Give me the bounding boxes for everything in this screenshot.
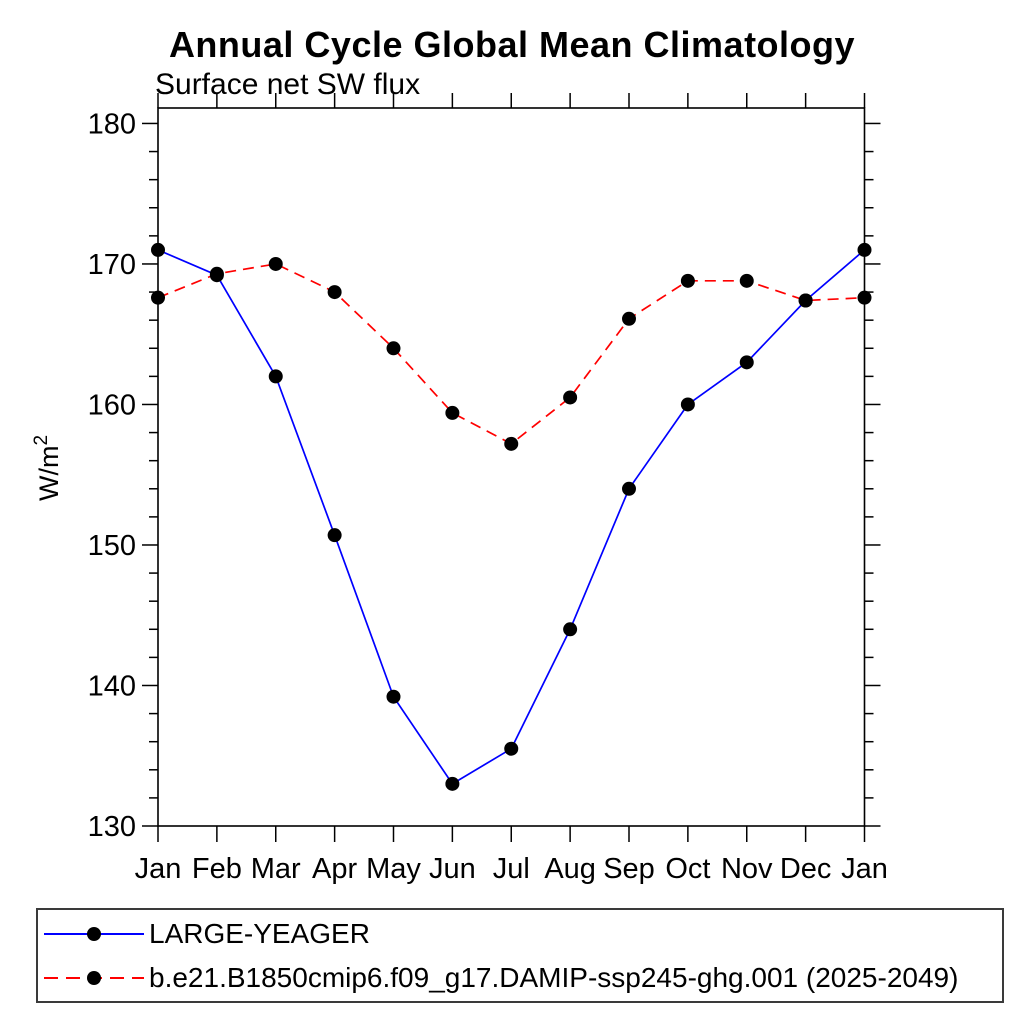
data-point-series1-Jun <box>445 405 460 420</box>
series-line-0 <box>157 249 866 785</box>
x-tick-label: Dec <box>780 853 832 885</box>
x-tick-label: May <box>366 853 421 885</box>
y-tick-label: 140 <box>88 670 136 702</box>
legend-line-sample-dashed <box>44 970 144 985</box>
data-point-series1-Sep <box>622 311 636 326</box>
data-point-series0-Sep <box>622 481 636 496</box>
data-point-series0-Aug <box>563 622 578 637</box>
data-point-series0-Jul <box>504 741 519 756</box>
y-tick-label: 180 <box>88 108 136 140</box>
data-point-series1-Feb <box>209 266 224 281</box>
x-tick-label: Nov <box>721 853 773 885</box>
legend-line-sample-solid <box>44 926 144 941</box>
legend-marker-dot <box>87 926 101 941</box>
data-point-series1-Jan <box>151 290 165 305</box>
chart-title: Annual Cycle Global Mean Climatology <box>168 24 856 65</box>
data-point-series1-Nov <box>739 273 754 288</box>
x-tick-label: Feb <box>192 853 242 885</box>
data-point-series0-Jun <box>445 776 460 791</box>
legend-marker-dot <box>87 970 101 985</box>
data-point-series0-Nov <box>739 355 754 370</box>
data-point-series1-May <box>386 341 401 356</box>
x-tick-label: Jan <box>841 853 888 885</box>
data-point-series1-Mar <box>268 256 283 271</box>
chart-legend: LARGE-YEAGER b.e21.B1850cmip6.f09_g17.DA… <box>36 908 1004 1003</box>
plot-frame <box>157 107 866 827</box>
x-tick-label: Oct <box>665 853 710 885</box>
chart-subtitle: Surface net SW flux <box>155 68 421 101</box>
x-tick-label: Jun <box>429 853 476 885</box>
x-tick-label: Apr <box>312 853 357 885</box>
data-point-series0-Mar <box>268 369 283 384</box>
data-point-series0-May <box>386 689 401 704</box>
x-tick-label: Sep <box>603 853 655 885</box>
data-point-series0-Jan <box>857 242 872 257</box>
data-point-series1-Dec <box>798 293 813 308</box>
data-point-series1-Oct <box>680 273 695 288</box>
data-point-series0-Oct <box>680 397 695 412</box>
y-axis-title: W/m2 <box>31 435 64 501</box>
x-tick-label: Jan <box>135 853 182 885</box>
legend-item-large-yeager: LARGE-YEAGER <box>38 912 1002 956</box>
y-tick-label: 170 <box>88 249 136 281</box>
series-line-1 <box>157 263 865 445</box>
x-tick-label: Mar <box>251 853 301 885</box>
x-tick-label: Jul <box>493 853 530 885</box>
x-tick-label: Aug <box>544 853 596 885</box>
legend-label-large-yeager: LARGE-YEAGER <box>149 917 370 949</box>
data-point-series0-Apr <box>327 528 342 543</box>
data-point-series1-Jan <box>857 290 872 305</box>
legend-item-damip-run: b.e21.B1850cmip6.f09_g17.DAMIP-ssp245-gh… <box>38 956 1002 1000</box>
legend-label-damip-run: b.e21.B1850cmip6.f09_g17.DAMIP-ssp245-gh… <box>149 961 959 993</box>
y-tick-label: 150 <box>88 530 136 562</box>
data-point-series1-Aug <box>563 390 578 405</box>
data-point-series1-Jul <box>504 436 519 451</box>
y-tick-label: 130 <box>88 811 136 843</box>
data-point-series0-Jan <box>151 242 165 257</box>
y-tick-label: 160 <box>88 389 136 421</box>
data-point-series1-Apr <box>327 285 342 300</box>
